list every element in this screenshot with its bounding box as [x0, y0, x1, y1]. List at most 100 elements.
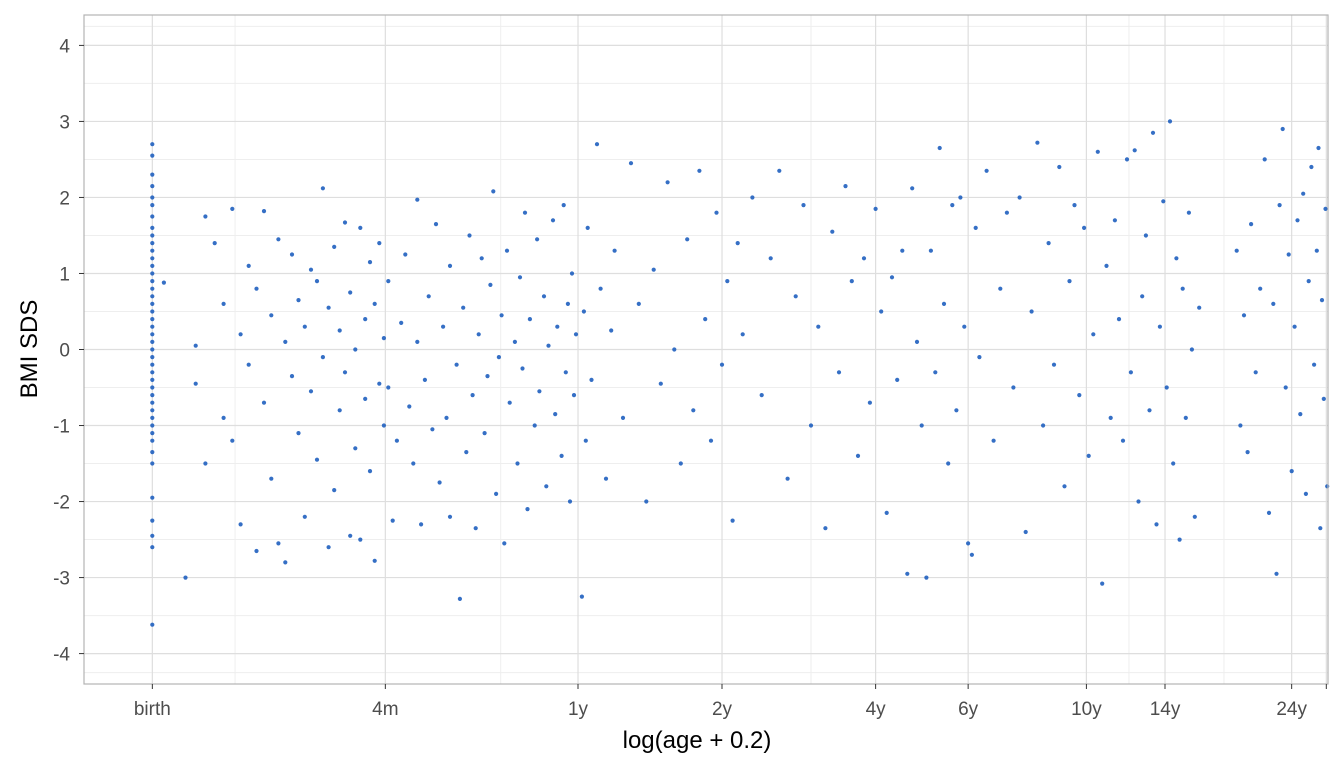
x-axis-ticks: birth 4m 1y 2y 4y 6y 10y 14y 24y — [134, 684, 1327, 720]
data-point — [977, 355, 982, 360]
data-point — [1303, 491, 1308, 496]
data-point — [150, 518, 155, 523]
data-point — [150, 203, 155, 208]
data-point — [1057, 164, 1062, 170]
data-point — [415, 339, 420, 344]
data-point — [150, 415, 155, 420]
data-point — [353, 446, 358, 451]
data-point — [1189, 347, 1194, 352]
data-point — [1128, 370, 1133, 375]
data-point — [884, 510, 889, 515]
data-point — [1274, 571, 1279, 576]
data-point — [730, 518, 735, 523]
data-point — [546, 343, 551, 348]
data-point — [573, 332, 579, 337]
data-point — [1286, 252, 1291, 257]
data-point — [507, 400, 512, 405]
data-point — [1108, 415, 1113, 420]
data-point — [873, 206, 878, 211]
data-point — [1062, 484, 1067, 489]
x-tick-label: 4y — [866, 699, 887, 720]
data-point — [496, 355, 501, 360]
data-point — [685, 237, 690, 242]
data-point — [1258, 286, 1263, 291]
data-point — [302, 514, 307, 519]
data-point — [150, 142, 155, 147]
data-point — [895, 377, 900, 382]
data-point — [332, 244, 337, 249]
data-point — [269, 313, 274, 318]
data-point — [1316, 145, 1321, 151]
data-point — [1301, 191, 1306, 196]
data-point — [563, 370, 568, 375]
data-point — [555, 324, 560, 329]
data-point — [525, 507, 530, 512]
data-point — [843, 184, 848, 189]
data-point — [740, 332, 745, 337]
data-point — [581, 309, 587, 314]
data-point — [447, 514, 453, 519]
data-point — [326, 305, 331, 310]
data-point — [969, 552, 975, 557]
data-point — [386, 385, 391, 390]
data-point — [1116, 317, 1122, 322]
data-point — [320, 186, 325, 191]
data-point — [1245, 450, 1250, 455]
data-point — [348, 290, 353, 295]
data-point — [203, 214, 208, 219]
data-point — [150, 195, 155, 200]
data-point — [504, 248, 510, 253]
data-point — [958, 195, 963, 200]
data-point — [337, 328, 342, 333]
data-point — [476, 332, 481, 337]
data-point — [381, 423, 386, 428]
data-point — [150, 332, 155, 337]
data-point — [372, 558, 377, 563]
data-point — [1046, 241, 1051, 246]
data-point — [1292, 324, 1297, 329]
data-point — [849, 279, 854, 284]
y-axis-title: BMI SDS — [16, 300, 43, 399]
data-point — [473, 526, 478, 531]
data-point — [491, 189, 496, 194]
x-tick-label: 14y — [1150, 699, 1181, 720]
data-point — [447, 263, 453, 268]
data-point — [246, 263, 251, 268]
data-point — [910, 186, 915, 191]
data-point — [777, 168, 782, 173]
data-point — [1023, 529, 1028, 535]
data-point — [1266, 510, 1272, 515]
data-point — [150, 362, 155, 367]
data-point — [537, 389, 542, 394]
data-point — [1140, 294, 1145, 299]
data-point — [553, 412, 558, 417]
data-point — [565, 301, 571, 306]
data-point — [437, 480, 442, 485]
data-point — [467, 233, 472, 238]
x-tick-label: 24y — [1276, 699, 1307, 720]
data-point — [394, 438, 399, 443]
data-point — [998, 286, 1003, 291]
data-point — [150, 370, 155, 375]
data-point — [1029, 309, 1034, 314]
data-point — [941, 301, 947, 306]
data-point — [1186, 210, 1191, 215]
data-point — [905, 571, 910, 576]
data-point — [1004, 210, 1010, 215]
data-point — [377, 381, 382, 386]
data-point — [1325, 484, 1330, 489]
data-point — [1262, 157, 1267, 162]
data-point — [150, 241, 155, 246]
y-tick-label: 0 — [59, 341, 70, 362]
data-point — [924, 575, 929, 580]
data-point — [1164, 385, 1169, 390]
data-point — [246, 362, 251, 367]
data-point — [238, 522, 243, 527]
data-point — [1086, 453, 1091, 458]
data-point — [651, 267, 656, 272]
y-axis-ticks: 4 3 2 1 0 -1 -2 -3 -4 — [53, 36, 84, 666]
y-tick-label: -4 — [53, 645, 70, 666]
data-point — [1234, 248, 1239, 253]
data-point — [150, 214, 155, 219]
